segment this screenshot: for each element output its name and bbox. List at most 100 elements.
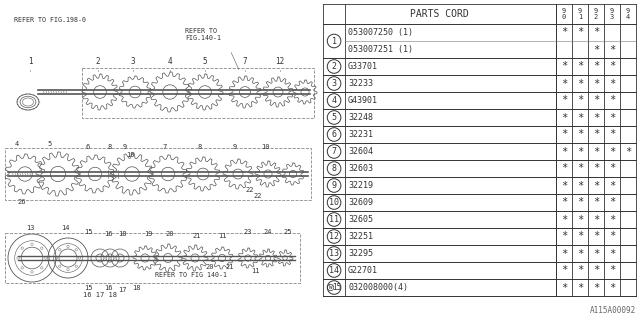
Text: *: * — [561, 95, 567, 106]
Text: 16 17 18: 16 17 18 — [83, 292, 117, 298]
Text: 10: 10 — [125, 152, 134, 158]
Text: *: * — [561, 164, 567, 173]
Text: *: * — [577, 214, 583, 225]
Text: A115A00092: A115A00092 — [589, 306, 636, 315]
Text: 19: 19 — [144, 231, 152, 237]
Text: 7: 7 — [163, 144, 167, 150]
Text: *: * — [561, 113, 567, 123]
Text: *: * — [577, 61, 583, 71]
Text: 10: 10 — [260, 144, 269, 150]
Text: 15: 15 — [84, 229, 92, 235]
Text: 4: 4 — [15, 141, 19, 147]
Text: 22: 22 — [246, 187, 254, 193]
Text: 16: 16 — [104, 231, 112, 237]
Text: 32609: 32609 — [348, 198, 373, 207]
Text: 9: 9 — [233, 144, 237, 150]
Text: 9
0: 9 0 — [562, 8, 566, 20]
Text: 5: 5 — [48, 141, 52, 147]
Text: 053007250 (1): 053007250 (1) — [348, 28, 413, 37]
Text: *: * — [561, 283, 567, 292]
Text: REFER TO FIG.198-0: REFER TO FIG.198-0 — [14, 17, 86, 23]
Text: *: * — [609, 130, 615, 140]
Text: 12: 12 — [329, 232, 339, 241]
Text: 26: 26 — [18, 199, 26, 205]
Text: *: * — [561, 197, 567, 207]
Text: *: * — [593, 95, 599, 106]
Text: G33701: G33701 — [348, 62, 378, 71]
Text: *: * — [609, 197, 615, 207]
Text: *: * — [561, 249, 567, 259]
Text: *: * — [609, 164, 615, 173]
Text: 3: 3 — [332, 79, 337, 88]
Text: *: * — [593, 180, 599, 190]
Text: *: * — [609, 147, 615, 156]
Text: *: * — [561, 231, 567, 242]
Text: *: * — [625, 147, 631, 156]
Text: 20: 20 — [205, 264, 214, 270]
Text: *: * — [561, 78, 567, 89]
Text: 13: 13 — [329, 249, 339, 258]
Text: *: * — [561, 214, 567, 225]
Text: 13: 13 — [26, 225, 35, 231]
Text: 9: 9 — [332, 181, 337, 190]
Text: 1: 1 — [28, 57, 32, 66]
Text: 9
4: 9 4 — [626, 8, 630, 20]
Text: 32248: 32248 — [348, 113, 373, 122]
Text: 4: 4 — [332, 96, 337, 105]
Text: *: * — [593, 214, 599, 225]
Text: *: * — [577, 164, 583, 173]
Text: *: * — [593, 249, 599, 259]
Text: *: * — [577, 78, 583, 89]
Text: 9
3: 9 3 — [610, 8, 614, 20]
Text: 9
1: 9 1 — [578, 8, 582, 20]
Text: *: * — [593, 130, 599, 140]
Text: *: * — [577, 130, 583, 140]
Text: 3: 3 — [131, 57, 135, 66]
Text: 14: 14 — [329, 266, 339, 275]
Text: *: * — [609, 283, 615, 292]
Text: 21: 21 — [193, 233, 201, 239]
Text: PARTS CORD: PARTS CORD — [410, 9, 469, 19]
Text: 2: 2 — [332, 62, 337, 71]
Text: *: * — [577, 197, 583, 207]
Text: 32295: 32295 — [348, 249, 373, 258]
Text: *: * — [577, 180, 583, 190]
Text: 11: 11 — [218, 233, 227, 239]
Text: *: * — [593, 78, 599, 89]
Text: *: * — [593, 113, 599, 123]
Text: *: * — [577, 147, 583, 156]
Text: 11: 11 — [251, 268, 259, 274]
Text: *: * — [609, 113, 615, 123]
Text: 9
2: 9 2 — [594, 8, 598, 20]
Text: *: * — [609, 231, 615, 242]
Text: 8: 8 — [332, 164, 337, 173]
Text: *: * — [609, 78, 615, 89]
Text: *: * — [561, 147, 567, 156]
Text: 2: 2 — [96, 57, 100, 66]
Text: *: * — [593, 147, 599, 156]
Text: 5: 5 — [203, 57, 207, 66]
Text: 32231: 32231 — [348, 130, 373, 139]
Text: 1: 1 — [332, 36, 337, 45]
Text: 32233: 32233 — [348, 79, 373, 88]
Text: 32604: 32604 — [348, 147, 373, 156]
Text: *: * — [577, 113, 583, 123]
Text: *: * — [577, 95, 583, 106]
Text: 4: 4 — [168, 57, 172, 66]
Text: 15: 15 — [84, 285, 92, 291]
Text: *: * — [593, 28, 599, 37]
Text: *: * — [593, 283, 599, 292]
Text: *: * — [577, 249, 583, 259]
Text: W: W — [329, 285, 332, 290]
Text: *: * — [561, 61, 567, 71]
Text: *: * — [577, 283, 583, 292]
Text: *: * — [577, 266, 583, 276]
Text: *: * — [593, 61, 599, 71]
Text: 32251: 32251 — [348, 232, 373, 241]
Text: 7: 7 — [243, 57, 247, 66]
Text: *: * — [577, 231, 583, 242]
Text: *: * — [609, 44, 615, 54]
Text: 8: 8 — [108, 144, 112, 150]
Text: 32605: 32605 — [348, 215, 373, 224]
Text: *: * — [609, 214, 615, 225]
